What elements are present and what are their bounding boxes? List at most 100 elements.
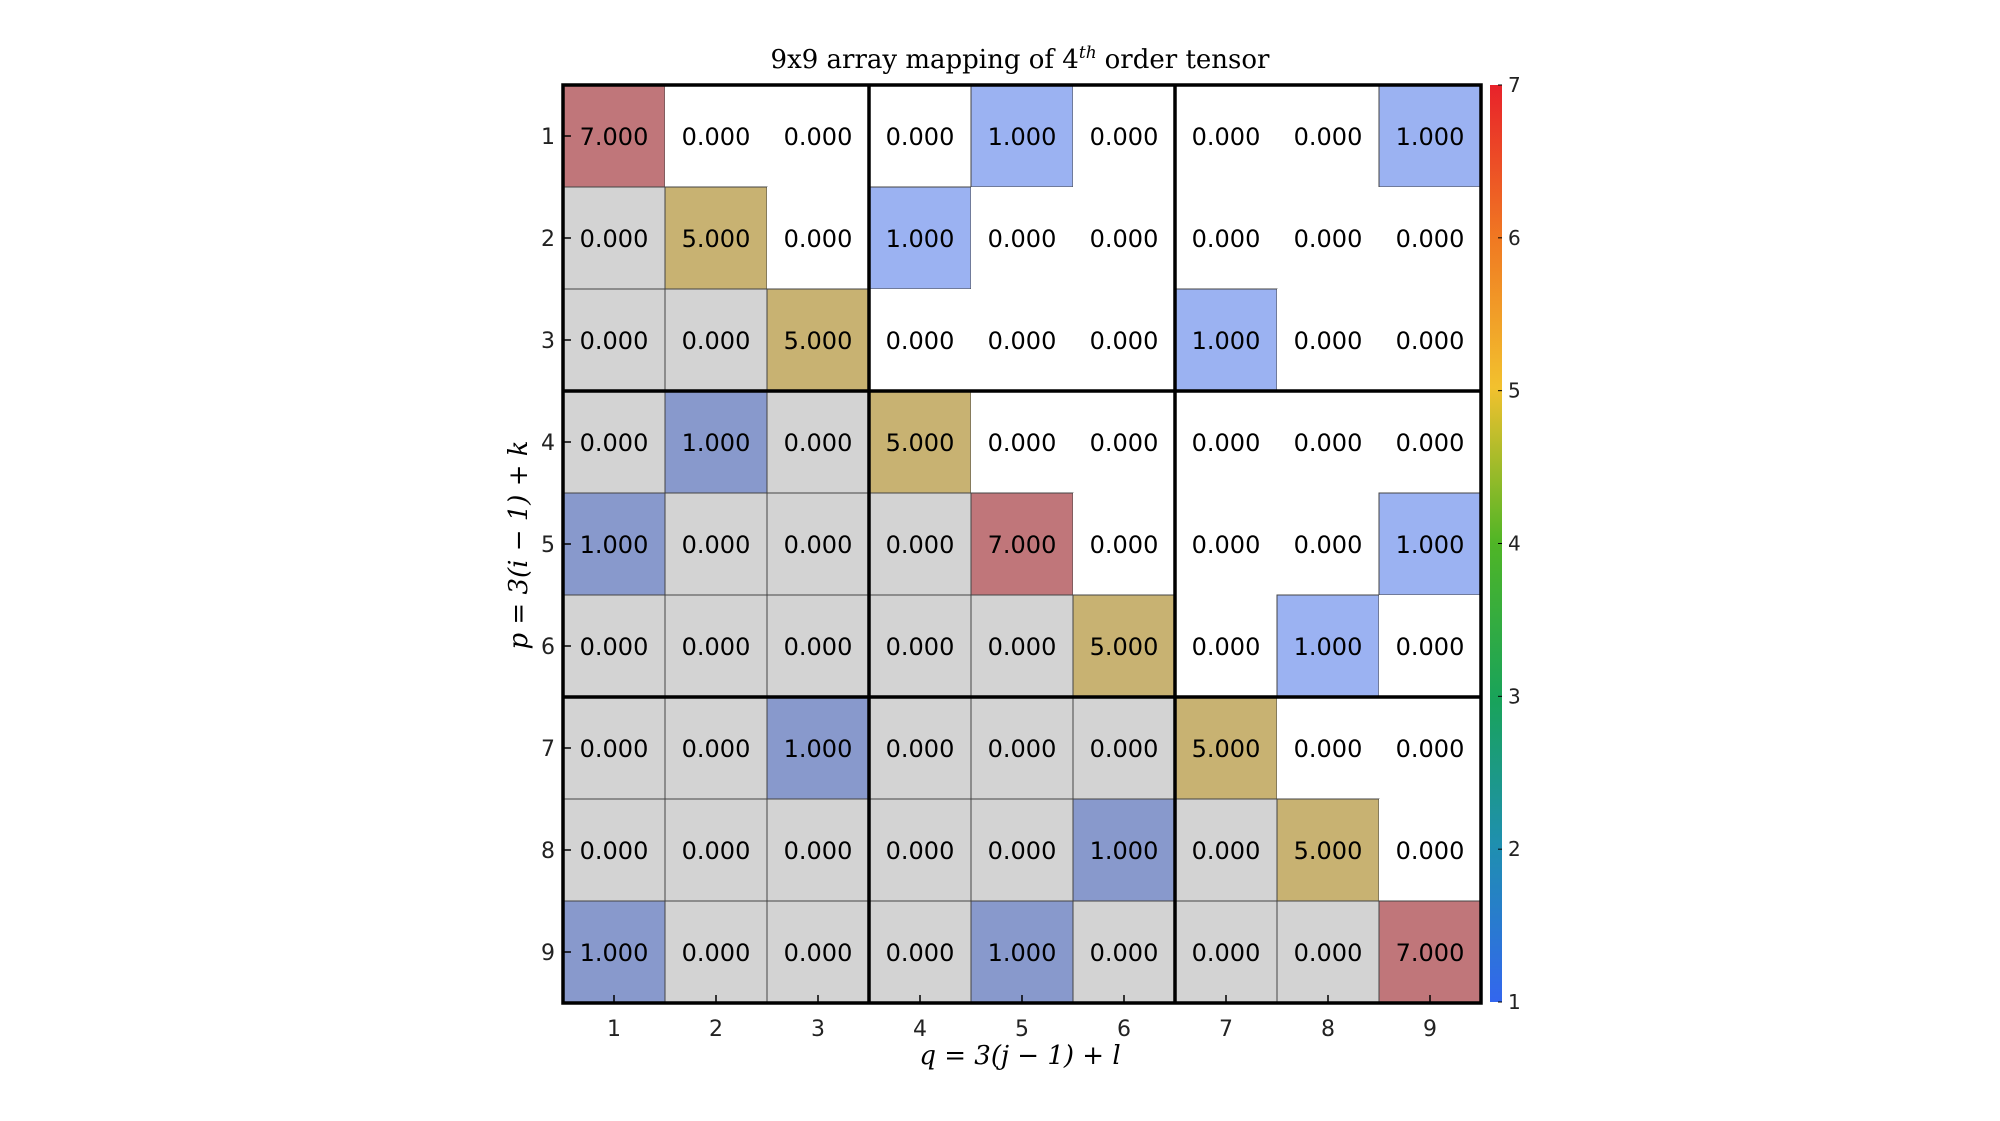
heatmap-cell-r1-c3 (767, 85, 869, 187)
y-axis-ticks: 1 2 3 4 5 6 7 8 9 (541, 125, 571, 966)
y-tick-label: 8 (541, 839, 555, 864)
heatmap-cell-r6-c3 (766, 594, 870, 698)
cell-value-r8-c1: 0.000 (580, 837, 649, 865)
colorbar-tick-label: 6 (1508, 226, 1521, 250)
chart-title: 9x9 array mapping of 4th order tensor (771, 43, 1270, 75)
cell-value-r4-c5: 0.000 (988, 429, 1057, 457)
y-tick-label: 2 (541, 227, 555, 252)
heatmap-cell-r8-c4 (868, 798, 972, 902)
cell-value-r8-c5: 0.000 (988, 837, 1057, 865)
cell-value-r5-c9: 1.000 (1396, 531, 1465, 559)
cell-value-r2-c3: 0.000 (784, 225, 853, 253)
cell-value-r5-c3: 0.000 (784, 531, 853, 559)
heatmap-cell-r3-c1 (562, 288, 666, 392)
chart-title-superscript: th (1079, 43, 1097, 63)
heatmap-cell-r6-c5 (970, 594, 1074, 698)
cell-value-r3-c5: 0.000 (988, 327, 1057, 355)
cell-value-r3-c4: 0.000 (886, 327, 955, 355)
cell-value-r6-c3: 0.000 (784, 633, 853, 661)
x-axis-label: q = 3(j − 1) + l (919, 1041, 1120, 1071)
cell-value-r2-c8: 0.000 (1294, 225, 1363, 253)
cell-value-r4-c3: 0.000 (784, 429, 853, 457)
heatmap-cell-r1-c7 (1175, 85, 1277, 187)
heatmap-cell-r1-c1 (562, 84, 666, 188)
heatmap-cell-r5-c3 (766, 492, 870, 596)
heatmap-cell-r3-c4 (869, 289, 971, 391)
cell-value-r5-c6: 0.000 (1090, 531, 1159, 559)
cell-value-r3-c1: 0.000 (580, 327, 649, 355)
cell-value-r5-c8: 0.000 (1294, 531, 1363, 559)
heatmap-cell-r1-c2 (665, 85, 767, 187)
cell-value-r6-c7: 0.000 (1192, 633, 1261, 661)
cell-value-r8-c3: 0.000 (784, 837, 853, 865)
y-tick-label: 7 (541, 737, 555, 762)
heatmap-cell-r4-c5 (971, 391, 1073, 493)
colorbar (1490, 85, 1502, 1002)
heatmap-cell-r2-c6 (1073, 187, 1175, 289)
x-tick-label: 3 (811, 1017, 825, 1042)
x-tick-label: 4 (913, 1017, 927, 1042)
cell-value-r9-c9: 7.000 (1396, 939, 1465, 967)
heatmap-cell-r9-c4 (868, 900, 972, 1004)
cell-value-r3-c6: 0.000 (1090, 327, 1159, 355)
cell-value-r2-c6: 0.000 (1090, 225, 1159, 253)
cell-value-r4-c6: 0.000 (1090, 429, 1159, 457)
cell-value-r9-c2: 0.000 (682, 939, 751, 967)
cell-value-r2-c2: 5.000 (682, 225, 751, 253)
cell-value-r1-c5: 1.000 (988, 123, 1057, 151)
cell-value-r9-c6: 0.000 (1090, 939, 1159, 967)
colorbar-tick-label: 1 (1508, 990, 1521, 1014)
cell-value-r9-c8: 0.000 (1294, 939, 1363, 967)
heatmap-cell-r7-c2 (664, 696, 768, 800)
colorbar-tick-label: 4 (1508, 532, 1521, 556)
heatmap-cell-r5-c1 (562, 492, 666, 596)
cell-value-r5-c4: 0.000 (886, 531, 955, 559)
heatmap-cell-r8-c9 (1379, 799, 1481, 901)
heatmap-cell-r7-c3 (766, 696, 870, 800)
cell-value-r8-c9: 0.000 (1396, 837, 1465, 865)
heatmap-cell-r8-c6 (1072, 798, 1176, 902)
cell-value-r6-c5: 0.000 (988, 633, 1057, 661)
cell-value-r4-c8: 0.000 (1294, 429, 1363, 457)
cell-value-r1-c7: 0.000 (1192, 123, 1261, 151)
y-tick-label: 4 (541, 431, 555, 456)
y-tick-label: 5 (541, 533, 555, 558)
heatmap-cell-r7-c5 (970, 696, 1074, 800)
cell-value-r5-c7: 0.000 (1192, 531, 1261, 559)
cell-value-r3-c3: 5.000 (784, 327, 853, 355)
heatmap-cell-r1-c4 (869, 85, 971, 187)
cell-value-r6-c2: 0.000 (682, 633, 751, 661)
heatmap-cell-r4-c3 (766, 390, 870, 494)
heatmap-cell-r8-c8 (1276, 798, 1380, 902)
heatmap-cell-r5-c4 (868, 492, 972, 596)
cell-value-r1-c9: 1.000 (1396, 123, 1465, 151)
cell-value-r7-c6: 0.000 (1090, 735, 1159, 763)
cell-value-r1-c4: 0.000 (886, 123, 955, 151)
heatmap-cell-r3-c6 (1073, 289, 1175, 391)
cell-value-r5-c2: 0.000 (682, 531, 751, 559)
cell-value-r3-c2: 0.000 (682, 327, 751, 355)
heatmap-cell-r7-c8 (1277, 697, 1379, 799)
cell-value-r6-c8: 1.000 (1294, 633, 1363, 661)
cell-value-r2-c4: 1.000 (886, 225, 955, 253)
heatmap-cell-r6-c8 (1276, 594, 1380, 698)
heatmap-cell-r1-c6 (1073, 85, 1175, 187)
heatmap-cell-r3-c3 (766, 288, 870, 392)
x-tick-label: 9 (1423, 1017, 1437, 1042)
cell-value-r3-c8: 0.000 (1294, 327, 1363, 355)
heatmap-cell-r4-c9 (1379, 391, 1481, 493)
cell-value-r4-c4: 5.000 (886, 429, 955, 457)
cell-value-r5-c5: 7.000 (988, 531, 1057, 559)
cell-value-r7-c3: 1.000 (784, 735, 853, 763)
heatmap-cell-r4-c4 (868, 390, 972, 494)
heatmap-cell-r5-c6 (1073, 493, 1175, 595)
heatmap-cell-r4-c6 (1073, 391, 1175, 493)
cell-value-r3-c7: 1.000 (1192, 327, 1261, 355)
heatmap-cell-r4-c7 (1175, 391, 1277, 493)
heatmap-cell-r8-c5 (970, 798, 1074, 902)
cell-value-r2-c5: 0.000 (988, 225, 1057, 253)
cell-value-r8-c6: 1.000 (1090, 837, 1159, 865)
cell-value-r6-c6: 5.000 (1090, 633, 1159, 661)
cell-value-r5-c1: 1.000 (580, 531, 649, 559)
